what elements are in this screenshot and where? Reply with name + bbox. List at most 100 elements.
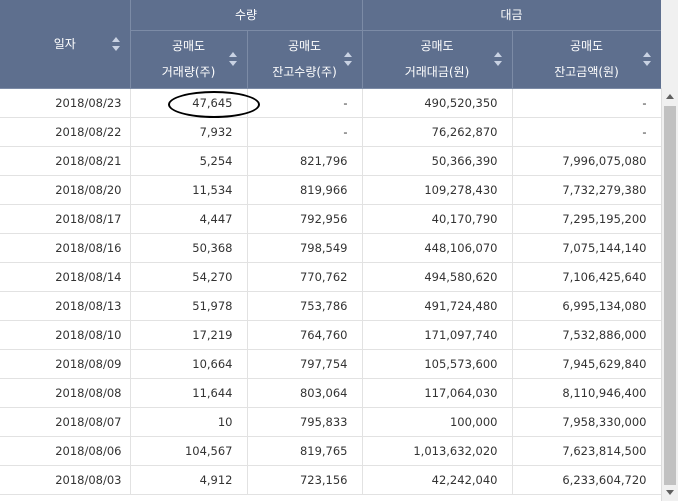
header-short-amount[interactable]: 공매도 거래대금(원) <box>362 30 513 89</box>
table-row[interactable]: 2018/08/13 51,978 753,786 491,724,480 6,995,… <box>0 291 662 321</box>
cell-short-volume: 10,664 <box>130 349 248 379</box>
table-row[interactable]: 2018/08/07 10 795,833 100,000 7,958,330,000 <box>0 407 662 437</box>
cell-short-balance-amount: - <box>512 117 662 147</box>
table-row[interactable]: 2018/08/21 5,254 821,796 50,366,390 7,996,07… <box>0 146 662 176</box>
header-short-volume[interactable]: 공매도 거래량(주) <box>130 30 248 89</box>
table-row[interactable]: 2018/08/14 54,270 770,762 494,580,620 7,106,… <box>0 262 662 292</box>
cell-short-volume: 4,447 <box>130 204 248 234</box>
cell-short-volume: 17,219 <box>130 320 248 350</box>
cell-short-volume: 10 <box>130 407 248 437</box>
cell-short-volume: 7,932 <box>130 117 248 147</box>
cell-short-balance-amount: 7,732,279,380 <box>512 175 662 205</box>
table-row[interactable]: 2018/08/20 11,534 819,966 109,278,430 7,732,… <box>0 175 662 205</box>
cell-short-balance-qty: 795,833 <box>247 407 363 437</box>
table-row[interactable]: 2018/08/23 47,645-490,520,350- <box>0 88 662 118</box>
scroll-up-arrow-icon[interactable] <box>666 94 674 99</box>
cell-short-volume: 11,534 <box>130 175 248 205</box>
table-row[interactable]: 2018/08/06 104,567 819,765 1,013,632,020 7,6… <box>0 436 662 466</box>
cell-date: 2018/08/20 <box>0 175 131 205</box>
cell-short-balance-amount: 6,233,604,720 <box>512 465 662 495</box>
cell-date: 2018/08/22 <box>0 117 131 147</box>
cell-date: 2018/08/21 <box>0 146 131 176</box>
header-line2: 거래량(주) <box>161 65 216 79</box>
scrollbar-corner <box>661 0 678 88</box>
cell-short-balance-qty: 798,549 <box>247 233 363 263</box>
cell-short-balance-qty: 770,762 <box>247 262 363 292</box>
header-line1: 공매도 <box>287 39 322 53</box>
cell-short-amount: 100,000 <box>362 407 513 437</box>
cell-date: 2018/08/13 <box>0 291 131 321</box>
table-row[interactable]: 2018/08/22 7,932-76,262,870- <box>0 117 662 147</box>
scroll-thumb[interactable] <box>664 106 676 485</box>
cell-date: 2018/08/09 <box>0 349 131 379</box>
cell-short-amount: 171,097,740 <box>362 320 513 350</box>
cell-short-volume: 104,567 <box>130 436 248 466</box>
cell-short-balance-amount: 8,110,946,400 <box>512 378 662 408</box>
cell-short-amount: 448,106,070 <box>362 233 513 263</box>
table-row[interactable]: 2018/08/09 10,664 797,754 105,573,600 7,945,… <box>0 349 662 379</box>
cell-short-amount: 1,013,632,020 <box>362 436 513 466</box>
table-row[interactable]: 2018/08/10 17,219 764,760 171,097,740 7,532,… <box>0 320 662 350</box>
data-table: 일자 수량 대금 공매도 거래량(주) 공매도 잔고수량(주) 공 <box>0 0 662 495</box>
cell-short-amount: 40,170,790 <box>362 204 513 234</box>
cell-short-balance-amount: 7,945,629,840 <box>512 349 662 379</box>
cell-short-volume: 50,368 <box>130 233 248 263</box>
sort-icon[interactable] <box>343 52 352 66</box>
cell-short-amount: 494,580,620 <box>362 262 513 292</box>
cell-short-balance-amount: 7,996,075,080 <box>512 146 662 176</box>
cell-short-balance-amount: 7,075,144,140 <box>512 233 662 263</box>
table-row[interactable]: 2018/08/03 4,912 723,156 42,242,040 6,233,60… <box>0 465 662 495</box>
cell-short-amount: 105,573,600 <box>362 349 513 379</box>
cell-short-balance-amount: 7,958,330,000 <box>512 407 662 437</box>
cell-short-amount: 117,064,030 <box>362 378 513 408</box>
cell-short-balance-qty: - <box>247 88 363 118</box>
table-row[interactable]: 2018/08/16 50,368 798,549 448,106,070 7,075,… <box>0 233 662 263</box>
header-group-volume: 수량 <box>130 0 363 31</box>
cell-date: 2018/08/06 <box>0 436 131 466</box>
table-row[interactable]: 2018/08/08 11,644 803,064 117,064,030 8,110,… <box>0 378 662 408</box>
cell-short-volume: 51,978 <box>130 291 248 321</box>
cell-date: 2018/08/14 <box>0 262 131 292</box>
cell-short-volume: 5,254 <box>130 146 248 176</box>
header-line2: 잔고금액(원) <box>554 65 619 79</box>
cell-date: 2018/08/17 <box>0 204 131 234</box>
cell-short-balance-amount: 7,295,195,200 <box>512 204 662 234</box>
cell-short-amount: 490,520,350 <box>362 88 513 118</box>
cell-short-balance-amount: 7,532,886,000 <box>512 320 662 350</box>
cell-date: 2018/08/03 <box>0 465 131 495</box>
header-line1: 공매도 <box>569 39 604 53</box>
cell-short-amount: 109,278,430 <box>362 175 513 205</box>
scroll-down-arrow-icon[interactable] <box>666 490 674 495</box>
cell-short-amount: 42,242,040 <box>362 465 513 495</box>
cell-short-balance-qty: 723,156 <box>247 465 363 495</box>
header-line1: 공매도 <box>171 39 206 53</box>
cell-short-balance-amount: 7,106,425,640 <box>512 262 662 292</box>
header-date[interactable]: 일자 <box>0 0 131 89</box>
cell-short-amount: 491,724,480 <box>362 291 513 321</box>
cell-date: 2018/08/16 <box>0 233 131 263</box>
cell-short-balance-qty: 792,956 <box>247 204 363 234</box>
header-short-balance-qty[interactable]: 공매도 잔고수량(주) <box>247 30 363 89</box>
cell-date: 2018/08/10 <box>0 320 131 350</box>
cell-short-balance-qty: 797,754 <box>247 349 363 379</box>
cell-short-balance-amount: - <box>512 88 662 118</box>
sort-icon[interactable] <box>642 52 651 66</box>
header-short-balance-amount[interactable]: 공매도 잔고금액(원) <box>512 30 662 89</box>
cell-date: 2018/08/08 <box>0 378 131 408</box>
table-row[interactable]: 2018/08/17 4,447 792,956 40,170,790 7,295,19… <box>0 204 662 234</box>
cell-short-balance-qty: - <box>247 117 363 147</box>
cell-short-balance-amount: 7,623,814,500 <box>512 436 662 466</box>
sort-icon[interactable] <box>493 52 502 66</box>
vertical-scrollbar[interactable] <box>661 88 678 501</box>
cell-short-balance-qty: 803,064 <box>247 378 363 408</box>
header-line1: 공매도 <box>420 39 454 53</box>
cell-short-balance-qty: 819,966 <box>247 175 363 205</box>
sort-icon[interactable] <box>228 52 237 66</box>
cell-short-volume: 4,912 <box>130 465 248 495</box>
cell-short-amount: 76,262,870 <box>362 117 513 147</box>
cell-short-volume: 11,644 <box>130 378 248 408</box>
sort-icon[interactable] <box>111 36 120 51</box>
highlight-circle-annotation <box>168 91 260 118</box>
header-line2: 잔고수량(주) <box>272 65 337 79</box>
